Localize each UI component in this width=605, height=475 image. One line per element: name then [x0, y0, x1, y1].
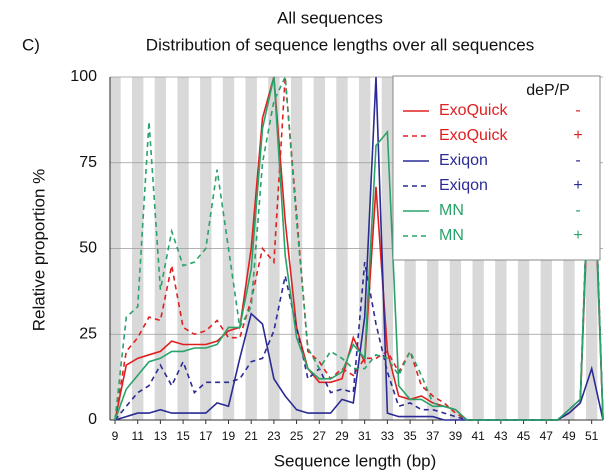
x-tick-label: 15 [176, 429, 190, 443]
series-line [114, 73, 604, 421]
x-tick-label: 29 [335, 429, 349, 443]
x-tick-label: 39 [449, 429, 463, 443]
x-axis-label: Sequence length (bp) [274, 451, 437, 470]
legend-label: ExoQuick [439, 127, 508, 144]
y-axis-label: Relative proportion % [29, 169, 48, 332]
legend-treatment: + [573, 177, 582, 194]
x-tick-label: 9 [112, 429, 119, 443]
chart-subtitle: Distribution of sequence lengths over al… [146, 35, 534, 54]
plot-area: 0 25 50 75 100 9 11 13 15 17 19 21 23 25 27 29 31 33 35 37 3… [70, 68, 604, 443]
y-tick-label: 25 [79, 325, 97, 342]
y-tick-label: 50 [79, 240, 97, 257]
x-tick-label: 51 [585, 429, 599, 443]
x-tick-label: 13 [154, 429, 168, 443]
legend-label: MN [439, 202, 464, 219]
legend-label: Exiqon [439, 152, 488, 169]
legend-box [392, 75, 601, 261]
x-tick-label: 45 [517, 429, 531, 443]
y-tick-label: 100 [70, 68, 97, 85]
x-tick-label: 27 [313, 429, 327, 443]
legend-label: Exiqon [439, 177, 488, 194]
x-tick-label: 31 [358, 429, 372, 443]
x-tick-label: 23 [267, 429, 281, 443]
x-tick-label: 33 [381, 429, 395, 443]
x-tick-label: 47 [540, 429, 554, 443]
x-tick-label: 43 [494, 429, 508, 443]
legend-label: MN [439, 227, 464, 244]
panel-label: C) [22, 35, 40, 54]
x-tick-label: 25 [290, 429, 304, 443]
x-tick-label: 37 [426, 429, 440, 443]
legend-title: deP/P [526, 82, 570, 99]
legend-treatment: + [573, 227, 582, 244]
x-tick-label: 17 [199, 429, 213, 443]
x-tick-label: 21 [245, 429, 259, 443]
x-tick-label: 41 [471, 429, 485, 443]
x-tick-label: 19 [222, 429, 236, 443]
y-tick-label: 0 [88, 411, 97, 428]
legend-treatment: + [573, 127, 582, 144]
chart-title: All sequences [277, 8, 383, 27]
y-tick-label: 75 [79, 154, 97, 171]
legend-treatment: - [575, 152, 580, 169]
legend-label: ExoQuick [439, 102, 508, 119]
x-tick-label: 35 [403, 429, 417, 443]
x-tick-label: 49 [562, 429, 576, 443]
legend-treatment: - [575, 202, 580, 219]
legend-treatment: - [575, 102, 580, 119]
x-tick-label: 11 [131, 429, 144, 443]
